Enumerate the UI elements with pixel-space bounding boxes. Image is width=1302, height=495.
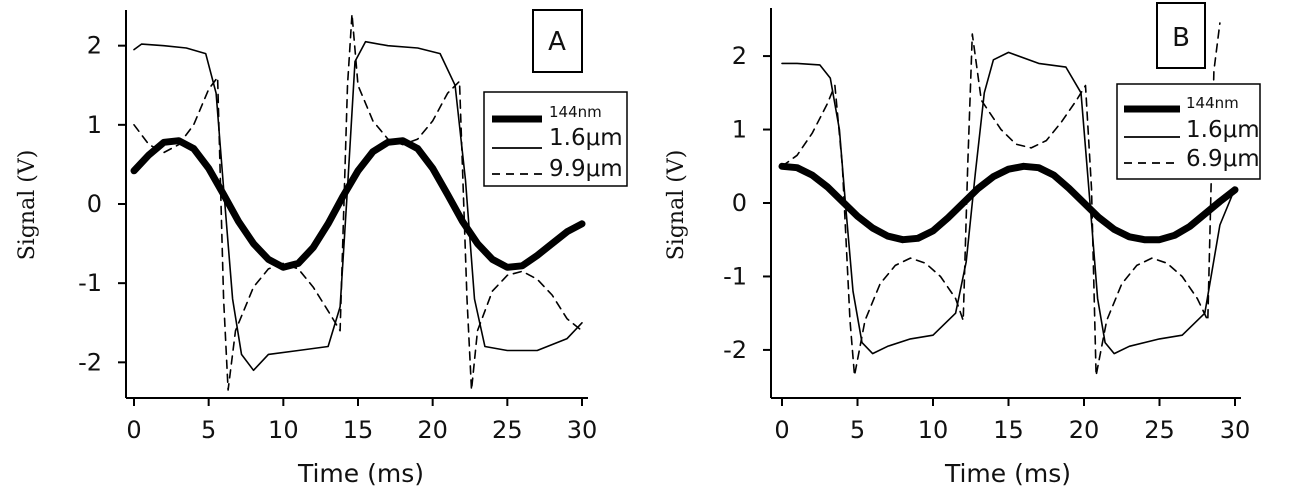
panel-b-legend-label-144nm: 144nm bbox=[1186, 94, 1239, 112]
panel-b-y-axis-title: Signal (V) bbox=[664, 150, 689, 261]
panel-b-y-tick-label: -2 bbox=[723, 336, 747, 364]
panel-a-x-tick-label: 30 bbox=[567, 416, 598, 444]
panel-a-series bbox=[130, 13, 586, 391]
panel-a-legend-label-144nm: 144nm bbox=[549, 103, 602, 121]
panel-b-x-tick-label: 0 bbox=[774, 416, 789, 444]
panel-a-y-tick-label: -1 bbox=[78, 269, 102, 297]
panel-b-letter-box bbox=[1156, 2, 1206, 69]
panel-a-x-tick-label: 10 bbox=[268, 416, 299, 444]
panel-a-y-tick-label: 2 bbox=[87, 32, 102, 60]
panel-b-x-tick-label: 15 bbox=[993, 416, 1024, 444]
panel-a-x-axis-title: Time (ms) bbox=[297, 459, 424, 488]
panel-b-legend: 144nm 1.6μm 6.9μm bbox=[1116, 83, 1261, 180]
panel-b-letter: B bbox=[1172, 23, 1190, 53]
panel-a-legend-label-9-9um: 9.9μm bbox=[549, 156, 623, 182]
panel-b-series-line-6-9-m bbox=[781, 22, 1221, 377]
panel-b-y-tick-label: 1 bbox=[732, 116, 747, 144]
panel-b-series-line-144nm bbox=[778, 162, 1239, 244]
panel-b-y-tick-label: -1 bbox=[723, 262, 747, 290]
panel-b-series-line-1-6-m bbox=[781, 51, 1236, 355]
panel-b-x-tick-label: 25 bbox=[1144, 416, 1175, 444]
panel-a-legend: 144nm 1.6μm 9.9μm bbox=[483, 91, 628, 187]
panel-b-y-tick-label: 2 bbox=[732, 42, 747, 70]
panel-a-letter: A bbox=[548, 27, 566, 57]
panel-b-x-tick-label: 5 bbox=[850, 416, 865, 444]
panel-b-x-axis-title: Time (ms) bbox=[944, 459, 1071, 488]
panel-b-chart: 0 5 10 15 20 25 30 -2 -1 0 1 2 B Time (ms) Signal (… bbox=[664, 2, 1261, 488]
panel-a-axes: 0 5 10 15 20 25 30 -2 -1 0 1 2 bbox=[78, 10, 597, 444]
panel-a-x-tick-label: 25 bbox=[492, 416, 523, 444]
panel-a-y-tick-label: -2 bbox=[78, 348, 102, 376]
panel-b-x-tick-label: 10 bbox=[918, 416, 949, 444]
panel-a-series-line-1-6-m bbox=[133, 40, 583, 372]
panel-a-x-tick-label: 5 bbox=[201, 416, 216, 444]
panel-b-x-tick-label: 20 bbox=[1069, 416, 1100, 444]
panel-a-legend-box bbox=[483, 91, 628, 187]
panel-a-chart: 0 5 10 15 20 25 30 -2 -1 0 1 2 A Time (ms) Signal (… bbox=[15, 9, 628, 488]
panel-a-y-tick-label: 0 bbox=[87, 190, 102, 218]
panel-a-series-line-144nm bbox=[130, 137, 586, 271]
panel-a-x-tick-label: 20 bbox=[417, 416, 448, 444]
panel-a-y-tick-label: 1 bbox=[87, 111, 102, 139]
panel-a-series-line-9-9-m bbox=[133, 13, 583, 391]
panel-a-x-tick-label: 15 bbox=[343, 416, 374, 444]
panel-b-series bbox=[778, 22, 1239, 377]
panel-b-legend-label-1-6um: 1.6μm bbox=[1186, 117, 1260, 143]
panel-a-y-axis-title: Signal (V) bbox=[15, 150, 40, 261]
panel-b-axes: 0 5 10 15 20 25 30 -2 -1 0 1 2 bbox=[723, 8, 1250, 444]
panel-a-x-tick-label: 0 bbox=[126, 416, 141, 444]
panel-b-y-tick-label: 0 bbox=[732, 189, 747, 217]
panel-b-legend-label-6-9um: 6.9μm bbox=[1186, 146, 1260, 172]
panel-b-labels: B Time (ms) Signal (V) 144nm 1.6μm 6.9μm bbox=[664, 2, 1261, 488]
panel-a-legend-label-1-6um: 1.6μm bbox=[549, 125, 623, 151]
panel-b-x-tick-label: 30 bbox=[1220, 416, 1251, 444]
panel-a-letter-box bbox=[532, 9, 583, 73]
panel-a-labels: A Time (ms) Signal (V) 144nm 1.6μm 9.9μm bbox=[15, 9, 628, 488]
